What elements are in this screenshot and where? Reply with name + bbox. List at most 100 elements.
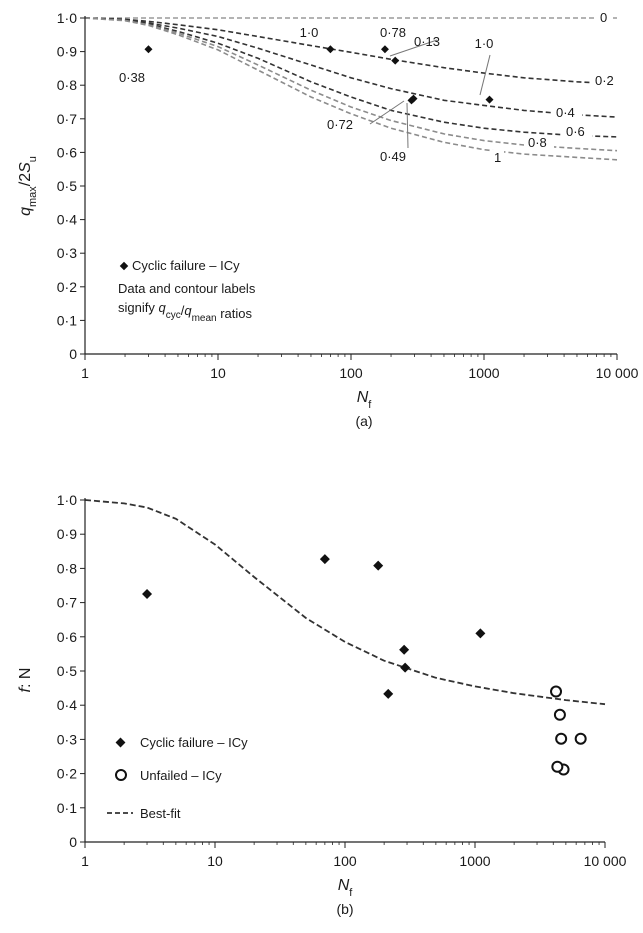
- legend-label-unfailed: Unfailed – ICy: [140, 768, 222, 783]
- panel-a: 0 0·2 0·4 0·6 0·8 1 0 0·1 0·2 0·3 0·4 0·5 0·6 0·7 0·8…: [17, 10, 639, 429]
- y-tick-label: 0: [69, 346, 77, 362]
- panel-label: (b): [336, 901, 353, 917]
- y-tick-label: 0·4: [57, 697, 77, 713]
- cyclic-failure-point: [373, 560, 384, 571]
- cyclic-failure-point: [383, 688, 394, 699]
- contour-line: [84, 17, 618, 138]
- annotations: 0·38 1·0 0·78 0·13 0·72 0·49 1·0: [119, 25, 493, 164]
- contour-lines: 0 0·2 0·4 0·6 0·8 1: [84, 10, 621, 165]
- data-point: [409, 94, 418, 103]
- contour-label: 0·8: [528, 135, 547, 150]
- y-tick-label: 0·6: [57, 144, 77, 160]
- tick-labels: 00·10·20·30·40·50·60·70·80·91·01 10 100 100…: [57, 492, 627, 869]
- unfailed-point: [555, 732, 568, 745]
- y-tick-label: 0·9: [57, 44, 77, 60]
- unfailed-point: [550, 685, 563, 698]
- contour-label: 0·6: [566, 124, 585, 139]
- y-tick-label: 1·0: [57, 492, 77, 508]
- y-tick-label: 1·0: [57, 10, 77, 26]
- contour-label-bg: [596, 10, 610, 25]
- legend-note-line-1: Data and contour labels: [118, 281, 256, 296]
- best-fit-line: [84, 499, 606, 706]
- x-tick-label: 10: [210, 365, 226, 381]
- y-axis-title: qmax/2Su: [17, 156, 39, 216]
- y-axis-title: f: N: [17, 668, 34, 693]
- y-tick-label: 0·6: [57, 629, 77, 645]
- cyclic-failure-point: [399, 644, 410, 655]
- point-label: 0·13: [414, 34, 440, 49]
- label-leader-line: [369, 100, 405, 125]
- y-tick-label: 0·7: [57, 595, 77, 611]
- axes: [80, 498, 606, 848]
- legend-note-line-2: signify qcyc/qmean ratios: [118, 300, 252, 324]
- y-tick-label: 0·2: [57, 279, 77, 295]
- cyclic-failure-point: [400, 662, 411, 673]
- contour-label: 0·2: [595, 73, 614, 88]
- contour-line: [84, 17, 618, 161]
- contour-label-bg: [490, 150, 504, 165]
- cyclic-failure-point: [142, 589, 153, 600]
- y-tick-label: 0·8: [57, 77, 77, 93]
- contour-label-bg: [552, 105, 582, 120]
- legend: Cyclic failure – ICy Unfailed – ICy Best…: [107, 735, 248, 821]
- series: [84, 499, 606, 776]
- y-tick-label: 0·1: [57, 312, 77, 328]
- cyclic-failure-point: [475, 628, 486, 639]
- x-tick-label: 1: [81, 853, 89, 869]
- point-label: 0·38: [119, 70, 145, 85]
- contour-label: 1: [494, 150, 501, 165]
- x-tick-label: 10 000: [596, 365, 639, 381]
- y-tick-label: 0·7: [57, 111, 77, 127]
- y-tick-label: 0·5: [57, 663, 77, 679]
- contour-label: 0: [600, 10, 607, 25]
- x-tick-label: 10 000: [584, 853, 627, 869]
- legend-marker-cyclic-failure: [119, 261, 129, 271]
- y-tick-label: 0·3: [57, 731, 77, 747]
- label-leader-line: [389, 39, 438, 57]
- contour-label-bg: [524, 135, 554, 150]
- data-points: [144, 45, 494, 105]
- legend-label-best-fit: Best-fit: [140, 806, 181, 821]
- legend-label-cyclic-failure: Cyclic failure – ICy: [132, 258, 240, 273]
- tick-labels: 00·10·20·30·40·50·60·70·80·91·01 10 100 100…: [57, 10, 639, 381]
- y-tick-label: 0·2: [57, 766, 77, 782]
- unfailed-point: [574, 732, 587, 745]
- data-point: [380, 45, 389, 54]
- point-label: 0·49: [380, 149, 406, 164]
- x-tick-label: 1000: [468, 365, 499, 381]
- point-label: 0·72: [327, 117, 353, 132]
- point-label: 0·78: [380, 25, 406, 40]
- panel-label: (a): [355, 413, 372, 429]
- panel-b: 0 0·1 0·2 0·3 0·4 0·5 0·6 0·7 0·8 0·9 1·0 1 10 100 100…: [17, 492, 627, 917]
- x-tick-label: 100: [339, 365, 363, 381]
- y-tick-label: 0·8: [57, 560, 77, 576]
- x-tick-label: 10: [207, 853, 223, 869]
- legend-marker-unfailed: [115, 769, 127, 781]
- data-point: [144, 45, 153, 54]
- legend-marker-cyclic-failure: [115, 737, 126, 748]
- contour-label: 0·4: [556, 105, 575, 120]
- y-tick-label: 0·9: [57, 526, 77, 542]
- label-leader-line: [479, 54, 491, 96]
- unfailed-point: [551, 760, 564, 773]
- x-tick-label: 1000: [459, 853, 490, 869]
- y-tick-label: 0·5: [57, 178, 77, 194]
- contour-line: [84, 17, 618, 118]
- legend: Cyclic failure – ICy Data and contour la…: [118, 258, 256, 324]
- unfailed-point: [553, 708, 566, 721]
- cyclic-failure-point: [319, 554, 330, 565]
- data-point: [391, 56, 400, 65]
- contour-label-bg: [562, 124, 592, 139]
- contour-label-bg: [591, 73, 621, 88]
- legend-label-cyclic-failure: Cyclic failure – ICy: [140, 735, 248, 750]
- axes: [80, 16, 618, 360]
- data-point: [326, 45, 335, 54]
- x-tick-label: 1: [81, 365, 89, 381]
- point-label: 1·0: [475, 36, 494, 51]
- y-tick-label: 0·3: [57, 245, 77, 261]
- y-tick-label: 0: [69, 834, 77, 850]
- point-label: 1·0: [300, 25, 319, 40]
- x-axis-title: Nf: [338, 877, 354, 899]
- x-axis-title: Nf: [357, 389, 373, 411]
